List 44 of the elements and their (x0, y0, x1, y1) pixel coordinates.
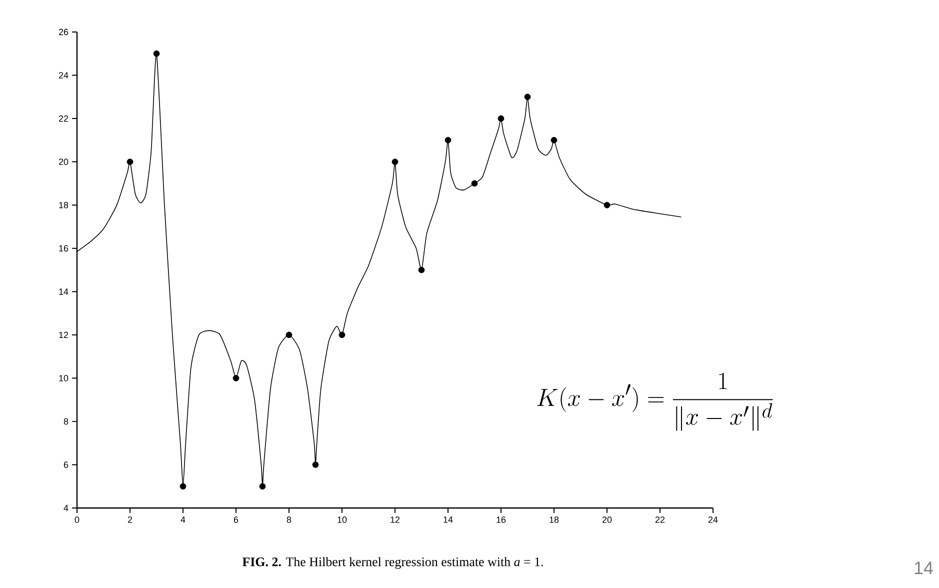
point (126, 158, 134, 165)
point (550, 136, 558, 144)
y-tick-label: 18 (59, 202, 68, 208)
point (312, 462, 319, 468)
point (392, 158, 398, 165)
x-tick-label: 24 (708, 516, 718, 523)
x-tick-label: 10 (338, 516, 347, 523)
point (524, 94, 531, 100)
point (338, 332, 346, 338)
y-tick-label: 24 (58, 72, 68, 78)
point (153, 50, 160, 57)
y-tick-label: 4 (64, 504, 68, 512)
point (471, 180, 478, 187)
x-tick-label: 14 (444, 516, 453, 523)
y-tick-label: 16 (59, 245, 68, 252)
x-tick-label: 0 (74, 516, 80, 523)
point (180, 483, 186, 490)
point (604, 202, 610, 208)
x-tick-label: 18 (550, 516, 559, 523)
x-tick-label: 16 (496, 516, 506, 523)
y-tick-label: 20 (58, 158, 68, 165)
y-tick-label: 14 (59, 288, 68, 295)
point (232, 374, 240, 382)
point (286, 332, 292, 338)
x-tick-label: 20 (602, 516, 612, 523)
point (444, 136, 452, 144)
x-tick-label: 6 (234, 516, 238, 523)
text: FIG. 2. The Hilbert kernel regression estimate with a = 1. (242, 557, 543, 569)
y-tick-label: 10 (59, 374, 68, 382)
x-tick-label: 2 (128, 516, 132, 523)
text: 14 (914, 562, 933, 574)
y-tick-label: 6 (64, 462, 68, 468)
x-tick-label: 22 (655, 516, 665, 523)
y-tick-label: 22 (58, 115, 68, 122)
annotation: $K(x-x')=\frac{1}{\|x-x'\|^{d}}$ (537, 372, 773, 431)
y-tick-label: 8 (64, 418, 68, 425)
x-tick-label: 12 (390, 516, 400, 523)
point (418, 266, 425, 274)
y-tick-label: 12 (59, 332, 68, 338)
x-tick-label: 4 (180, 516, 186, 523)
point (259, 483, 266, 490)
point (498, 115, 504, 122)
x-tick-label: 8 (286, 516, 292, 523)
y-tick-label: 26 (58, 28, 68, 36)
